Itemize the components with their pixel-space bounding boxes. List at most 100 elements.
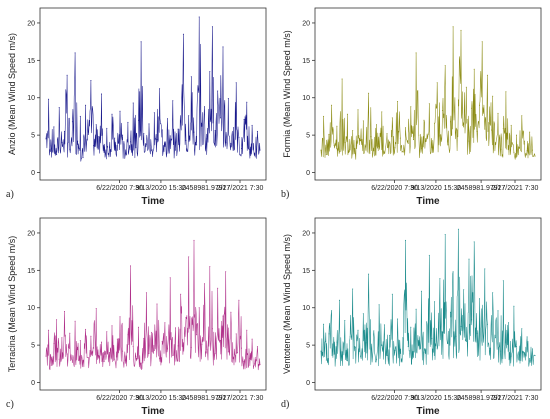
data-point xyxy=(127,334,129,336)
data-point xyxy=(108,146,110,148)
data-point xyxy=(391,117,393,119)
data-point xyxy=(79,115,81,117)
data-point xyxy=(420,148,422,150)
data-point xyxy=(209,71,211,73)
data-point xyxy=(246,101,248,103)
data-point xyxy=(214,130,216,132)
data-point xyxy=(140,41,142,43)
y-tick-label: 5 xyxy=(31,133,35,140)
data-point xyxy=(484,128,486,130)
data-point xyxy=(254,363,256,365)
series-line xyxy=(45,240,261,371)
data-point xyxy=(434,301,436,303)
data-point xyxy=(211,26,213,28)
panel-label: d) xyxy=(281,399,289,410)
data-point xyxy=(45,355,47,357)
data-point xyxy=(405,127,406,129)
data-point xyxy=(397,318,399,320)
data-point xyxy=(114,358,116,360)
data-point xyxy=(175,149,176,151)
data-point xyxy=(95,308,97,309)
data-point xyxy=(333,353,335,355)
data-point xyxy=(132,102,134,104)
series-line xyxy=(45,16,261,162)
series-line xyxy=(320,228,535,367)
data-point xyxy=(357,109,359,111)
data-point xyxy=(93,347,95,349)
data-point xyxy=(235,82,237,84)
data-point xyxy=(339,299,340,301)
data-point xyxy=(188,115,190,117)
data-point xyxy=(402,337,404,339)
data-point xyxy=(428,254,430,256)
data-point xyxy=(50,364,52,366)
data-point xyxy=(391,293,393,295)
data-point xyxy=(198,16,200,18)
data-point xyxy=(251,338,253,340)
data-point xyxy=(103,361,105,363)
data-point xyxy=(383,152,385,154)
data-point xyxy=(98,136,100,138)
data-point xyxy=(523,352,525,354)
data-point xyxy=(328,133,330,135)
data-point xyxy=(386,133,388,135)
data-point xyxy=(138,119,139,121)
data-point xyxy=(505,91,507,93)
data-point xyxy=(90,335,92,337)
data-point xyxy=(439,135,441,137)
data-point xyxy=(531,149,533,151)
data-point xyxy=(219,117,221,119)
data-point xyxy=(465,340,467,342)
data-point xyxy=(204,283,205,285)
data-point xyxy=(463,289,465,291)
data-point xyxy=(233,127,235,129)
data-point xyxy=(368,273,370,275)
data-point xyxy=(227,351,229,353)
data-point xyxy=(138,326,139,328)
data-point xyxy=(93,145,95,147)
data-point xyxy=(494,337,496,339)
data-point xyxy=(167,348,168,350)
data-point xyxy=(323,115,325,117)
data-point xyxy=(362,313,364,315)
data-point xyxy=(114,137,116,139)
data-point xyxy=(534,155,536,157)
x-axis-label: Time xyxy=(141,406,165,417)
x-tick-label: 9/13/2020 15:30 xyxy=(411,395,462,402)
data-point xyxy=(489,347,491,349)
data-point xyxy=(463,126,465,128)
data-point xyxy=(122,134,124,136)
x-tick-label: 6/22/2020 7:30 xyxy=(371,185,418,192)
data-point xyxy=(169,277,171,279)
data-point xyxy=(431,337,433,339)
data-point xyxy=(365,342,367,344)
data-point xyxy=(407,142,409,144)
data-point xyxy=(227,98,229,99)
data-point xyxy=(230,142,232,144)
data-point xyxy=(492,292,494,294)
data-point xyxy=(209,266,211,268)
data-point xyxy=(486,323,488,325)
data-point xyxy=(354,346,356,348)
data-point xyxy=(423,119,425,121)
x-tick-label: 2/27/2021 7:30 xyxy=(492,395,539,402)
data-point xyxy=(423,352,425,354)
data-point xyxy=(246,329,248,331)
data-point xyxy=(523,140,525,142)
data-point xyxy=(521,115,523,117)
data-point xyxy=(373,150,375,152)
data-point xyxy=(145,292,147,294)
data-point xyxy=(132,346,134,348)
data-point xyxy=(169,135,171,137)
data-point xyxy=(177,128,179,130)
data-point xyxy=(82,157,84,159)
data-point xyxy=(172,355,174,357)
data-point xyxy=(124,153,126,155)
y-tick-label: 5 xyxy=(306,133,310,140)
data-point xyxy=(410,326,412,328)
data-point xyxy=(198,307,200,309)
data-point xyxy=(471,107,473,109)
data-point xyxy=(61,142,63,144)
data-point xyxy=(397,101,399,102)
data-point xyxy=(82,360,84,362)
